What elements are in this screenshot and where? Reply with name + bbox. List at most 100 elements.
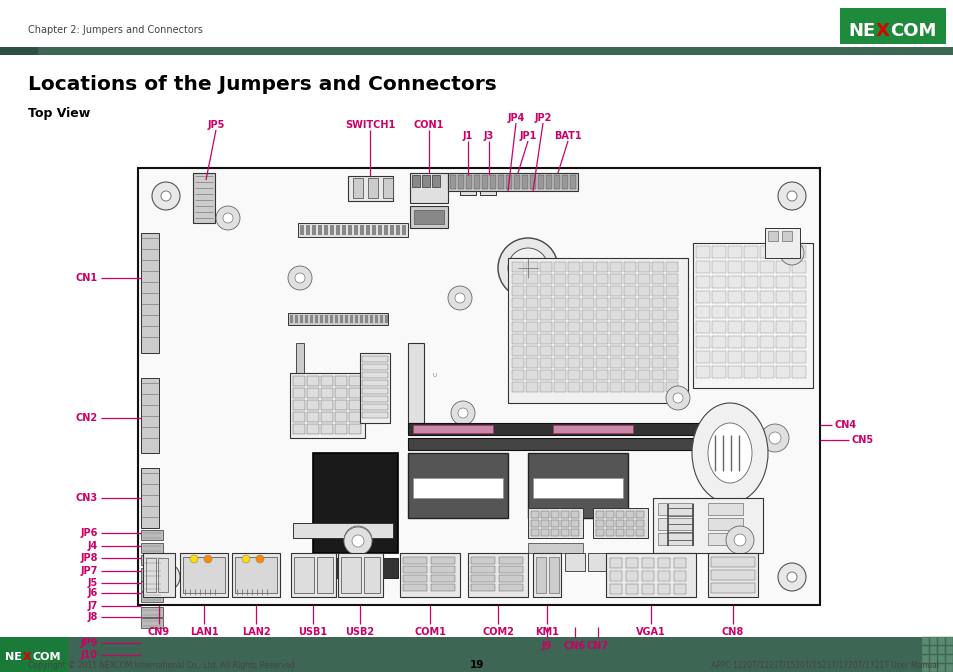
Bar: [310, 315, 313, 323]
Bar: [560, 511, 568, 518]
Bar: [651, 334, 663, 344]
Bar: [760, 351, 773, 363]
Bar: [623, 322, 636, 332]
Bar: [539, 346, 552, 356]
Bar: [539, 262, 552, 272]
Bar: [335, 400, 347, 410]
Text: Top View: Top View: [28, 107, 91, 120]
Circle shape: [457, 408, 468, 418]
Text: COM: COM: [33, 652, 61, 662]
Bar: [596, 346, 607, 356]
Bar: [567, 286, 579, 296]
Bar: [402, 566, 427, 573]
Text: VGA1: VGA1: [636, 627, 665, 637]
Circle shape: [786, 572, 796, 582]
Bar: [0, 637, 68, 672]
Bar: [596, 286, 607, 296]
Bar: [313, 558, 397, 578]
Circle shape: [352, 535, 364, 547]
Bar: [760, 336, 773, 348]
Bar: [554, 175, 559, 189]
Bar: [390, 225, 394, 235]
Bar: [141, 468, 159, 528]
Circle shape: [223, 213, 233, 223]
Bar: [335, 315, 337, 323]
Bar: [361, 380, 388, 386]
Bar: [512, 310, 523, 320]
Bar: [692, 243, 812, 388]
Bar: [361, 396, 388, 402]
Text: USB1: USB1: [298, 627, 327, 637]
Bar: [138, 168, 820, 605]
Bar: [293, 388, 305, 398]
Bar: [361, 364, 388, 370]
Text: JP5: JP5: [207, 120, 225, 130]
Bar: [760, 321, 773, 333]
Bar: [567, 382, 579, 392]
Bar: [291, 553, 335, 597]
Text: COM1: COM1: [414, 627, 445, 637]
Bar: [384, 225, 388, 235]
Bar: [658, 571, 669, 581]
Bar: [665, 310, 678, 320]
Bar: [410, 206, 448, 228]
Bar: [554, 370, 565, 380]
Bar: [141, 378, 159, 453]
Bar: [325, 315, 328, 323]
Bar: [638, 370, 649, 380]
Bar: [605, 511, 614, 518]
Bar: [307, 424, 318, 434]
Bar: [665, 286, 678, 296]
Bar: [465, 175, 472, 189]
Bar: [554, 286, 565, 296]
Bar: [651, 262, 663, 272]
Bar: [673, 571, 685, 581]
Bar: [368, 178, 377, 198]
Bar: [413, 478, 502, 498]
Text: J4: J4: [88, 541, 98, 551]
Bar: [554, 358, 565, 368]
Bar: [945, 646, 952, 654]
Bar: [581, 322, 594, 332]
Bar: [0, 658, 953, 672]
Bar: [408, 438, 738, 450]
Bar: [141, 581, 163, 591]
Bar: [775, 351, 789, 363]
Bar: [651, 358, 663, 368]
Bar: [775, 366, 789, 378]
Bar: [696, 351, 709, 363]
Bar: [609, 298, 621, 308]
Bar: [696, 366, 709, 378]
Bar: [531, 529, 538, 536]
Bar: [791, 261, 805, 273]
Bar: [512, 346, 523, 356]
Circle shape: [204, 555, 212, 563]
Bar: [564, 553, 584, 571]
Bar: [638, 298, 649, 308]
Text: JP2: JP2: [534, 113, 551, 123]
Bar: [581, 346, 594, 356]
Bar: [581, 334, 594, 344]
Bar: [471, 557, 495, 564]
Bar: [587, 553, 607, 571]
Bar: [312, 225, 315, 235]
Bar: [505, 175, 512, 189]
Bar: [349, 376, 360, 386]
Bar: [658, 533, 692, 545]
Bar: [571, 520, 578, 527]
Bar: [616, 511, 623, 518]
Bar: [596, 529, 603, 536]
Bar: [540, 520, 548, 527]
Bar: [638, 382, 649, 392]
Circle shape: [190, 555, 198, 563]
Bar: [539, 334, 552, 344]
Circle shape: [288, 266, 312, 290]
Bar: [530, 175, 536, 189]
Bar: [353, 178, 363, 198]
Text: LAN2: LAN2: [241, 627, 270, 637]
Bar: [673, 584, 685, 594]
Bar: [290, 315, 293, 323]
Bar: [921, 646, 928, 654]
Bar: [359, 315, 363, 323]
Bar: [665, 370, 678, 380]
